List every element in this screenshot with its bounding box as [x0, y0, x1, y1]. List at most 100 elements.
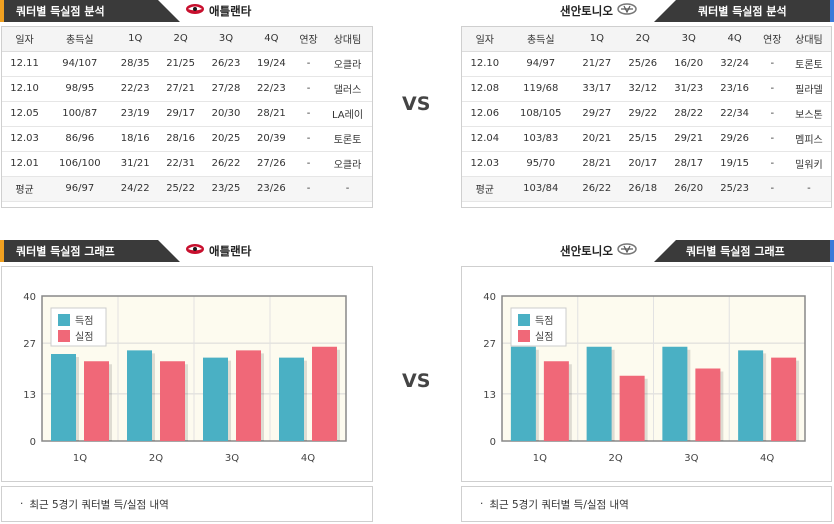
- y-tick-label: 40: [23, 292, 36, 303]
- vs-label-top: VS: [402, 93, 430, 115]
- vs-label-bottom: VS: [402, 370, 430, 392]
- table-cell: 20/21: [574, 126, 620, 151]
- column-header: 1Q: [574, 27, 620, 51]
- table-cell: -: [323, 176, 372, 201]
- average-row: 평균 103/84 26/22 26/18 26/20 25/23- -: [462, 176, 831, 201]
- table-cell: 26/23: [203, 51, 248, 76]
- x-tick-label: 1Q: [533, 453, 547, 464]
- table-cell: 25/23: [712, 176, 758, 201]
- left-analysis-title: 쿼터별 득실점 분석: [16, 3, 105, 19]
- table-cell: -: [294, 126, 323, 151]
- table-cell: 댈러스: [323, 76, 372, 101]
- left-footnote-box: · 최근 5경기 쿼터별 득/실점 내역: [1, 486, 373, 522]
- table-header-row: 일자 총득실 1Q 2Q 3Q 4Q 연장 상대팀: [2, 27, 372, 51]
- legend-label: 득점: [535, 315, 553, 327]
- column-header: 총득실: [47, 27, 112, 51]
- column-header: 상대팀: [323, 27, 372, 51]
- right-team-name: 샌안토니오: [560, 3, 613, 19]
- accent-bar: [0, 0, 4, 22]
- table-cell: 86/96: [47, 126, 112, 151]
- table-cell: -: [294, 151, 323, 176]
- table-cell: -: [294, 51, 323, 76]
- legend-swatch: [58, 330, 70, 342]
- table-cell: 21/27: [574, 51, 620, 76]
- right-footnote-box: · 최근 5경기 쿼터별 득/실점 내역: [461, 486, 832, 522]
- bullet-icon: ·: [20, 498, 23, 510]
- table-cell: 23/26: [249, 176, 294, 201]
- right-footnote: 최근 5경기 쿼터별 득/실점 내역: [489, 497, 629, 512]
- legend-label: 실점: [75, 331, 93, 343]
- table-header-row: 일자 총득실 1Q 2Q 3Q 4Q 연장 상대팀: [462, 27, 831, 51]
- table-cell: 32/24: [712, 51, 758, 76]
- average-row: 평균 96/97 24/22 25/22 23/25 23/26- -: [2, 176, 372, 201]
- table-cell: 보스톤: [787, 101, 831, 126]
- table-cell: -: [294, 176, 323, 201]
- table-cell: 19/15: [712, 151, 758, 176]
- table-cell: 29/26: [712, 126, 758, 151]
- table-cell: 27/28: [203, 76, 248, 101]
- bar-scored: [127, 350, 152, 441]
- table-cell: 밀워키: [787, 151, 831, 176]
- accent-bar: [830, 240, 834, 262]
- left-graph-box: 0 13 27 40 1Q 2Q 3Q 4Q 득점 실점: [1, 266, 373, 482]
- table-cell: 23/25: [203, 176, 248, 201]
- right-graph-box: 0 13 27 40 1Q 2Q 3Q 4Q 득점 실점: [461, 266, 832, 482]
- table-row: 12.08 119/68 33/17 32/12 31/23 23/16- 필라델: [462, 76, 831, 101]
- table-cell: 26/22: [203, 151, 248, 176]
- table-cell: 32/12: [620, 76, 666, 101]
- spurs-logo-icon: [617, 242, 637, 259]
- column-header: 1Q: [113, 27, 158, 51]
- table-cell: 16/20: [666, 51, 712, 76]
- bar-scored: [662, 347, 687, 441]
- table-cell: 12.06: [462, 101, 508, 126]
- right-analysis-title: 쿼터별 득실점 분석: [698, 3, 787, 19]
- column-header: 2Q: [158, 27, 203, 51]
- table-cell: 12.03: [2, 126, 47, 151]
- bar-allowed: [236, 350, 261, 441]
- table-cell: 멤피스: [787, 126, 831, 151]
- table-cell: 평균: [2, 176, 47, 201]
- table-cell: 12.04: [462, 126, 508, 151]
- table-cell: 12.03: [462, 151, 508, 176]
- bar-allowed: [695, 369, 720, 442]
- table-cell: 26/20: [666, 176, 712, 201]
- table-cell: 23/19: [113, 101, 158, 126]
- table-cell: -: [787, 176, 831, 201]
- legend-swatch: [518, 314, 530, 326]
- table-cell: -: [758, 176, 787, 201]
- bar-allowed: [84, 361, 109, 441]
- y-tick-label: 40: [483, 292, 496, 303]
- table-cell: -: [294, 101, 323, 126]
- bullet-icon: ·: [480, 498, 483, 510]
- table-cell: 94/107: [47, 51, 112, 76]
- left-graph-title: 쿼터별 득실점 그래프: [16, 243, 115, 259]
- table-cell: -: [758, 51, 787, 76]
- table-cell: 29/22: [620, 101, 666, 126]
- table-cell: 28/21: [574, 151, 620, 176]
- column-header: 3Q: [666, 27, 712, 51]
- table-cell: 103/83: [508, 126, 574, 151]
- table-row: 12.10 94/97 21/27 25/26 16/20 32/24- 토론토: [462, 51, 831, 76]
- column-header: 3Q: [203, 27, 248, 51]
- x-tick-label: 3Q: [684, 453, 698, 464]
- table-cell: 18/16: [113, 126, 158, 151]
- right-team-label: 샌안토니오: [560, 2, 637, 19]
- table-cell: 28/35: [113, 51, 158, 76]
- table-cell: 29/17: [158, 101, 203, 126]
- column-header: 연장: [294, 27, 323, 51]
- table-cell: 22/34: [712, 101, 758, 126]
- table-cell: 12.08: [462, 76, 508, 101]
- left-graph-tab: 쿼터별 득실점 그래프: [0, 240, 158, 262]
- spurs-logo-icon: [617, 2, 637, 19]
- bar-scored: [738, 350, 763, 441]
- table-cell: 27/21: [158, 76, 203, 101]
- x-tick-label: 4Q: [301, 453, 315, 464]
- table-cell: 106/100: [47, 151, 112, 176]
- bar-allowed: [544, 361, 569, 441]
- legend-label: 득점: [75, 315, 93, 327]
- table-cell: 29/27: [574, 101, 620, 126]
- right-analysis-tab: 쿼터별 득실점 분석: [676, 0, 834, 22]
- table-cell: 12.11: [2, 51, 47, 76]
- table-row: 12.06 108/105 29/27 29/22 28/22 22/34- 보스톤: [462, 101, 831, 126]
